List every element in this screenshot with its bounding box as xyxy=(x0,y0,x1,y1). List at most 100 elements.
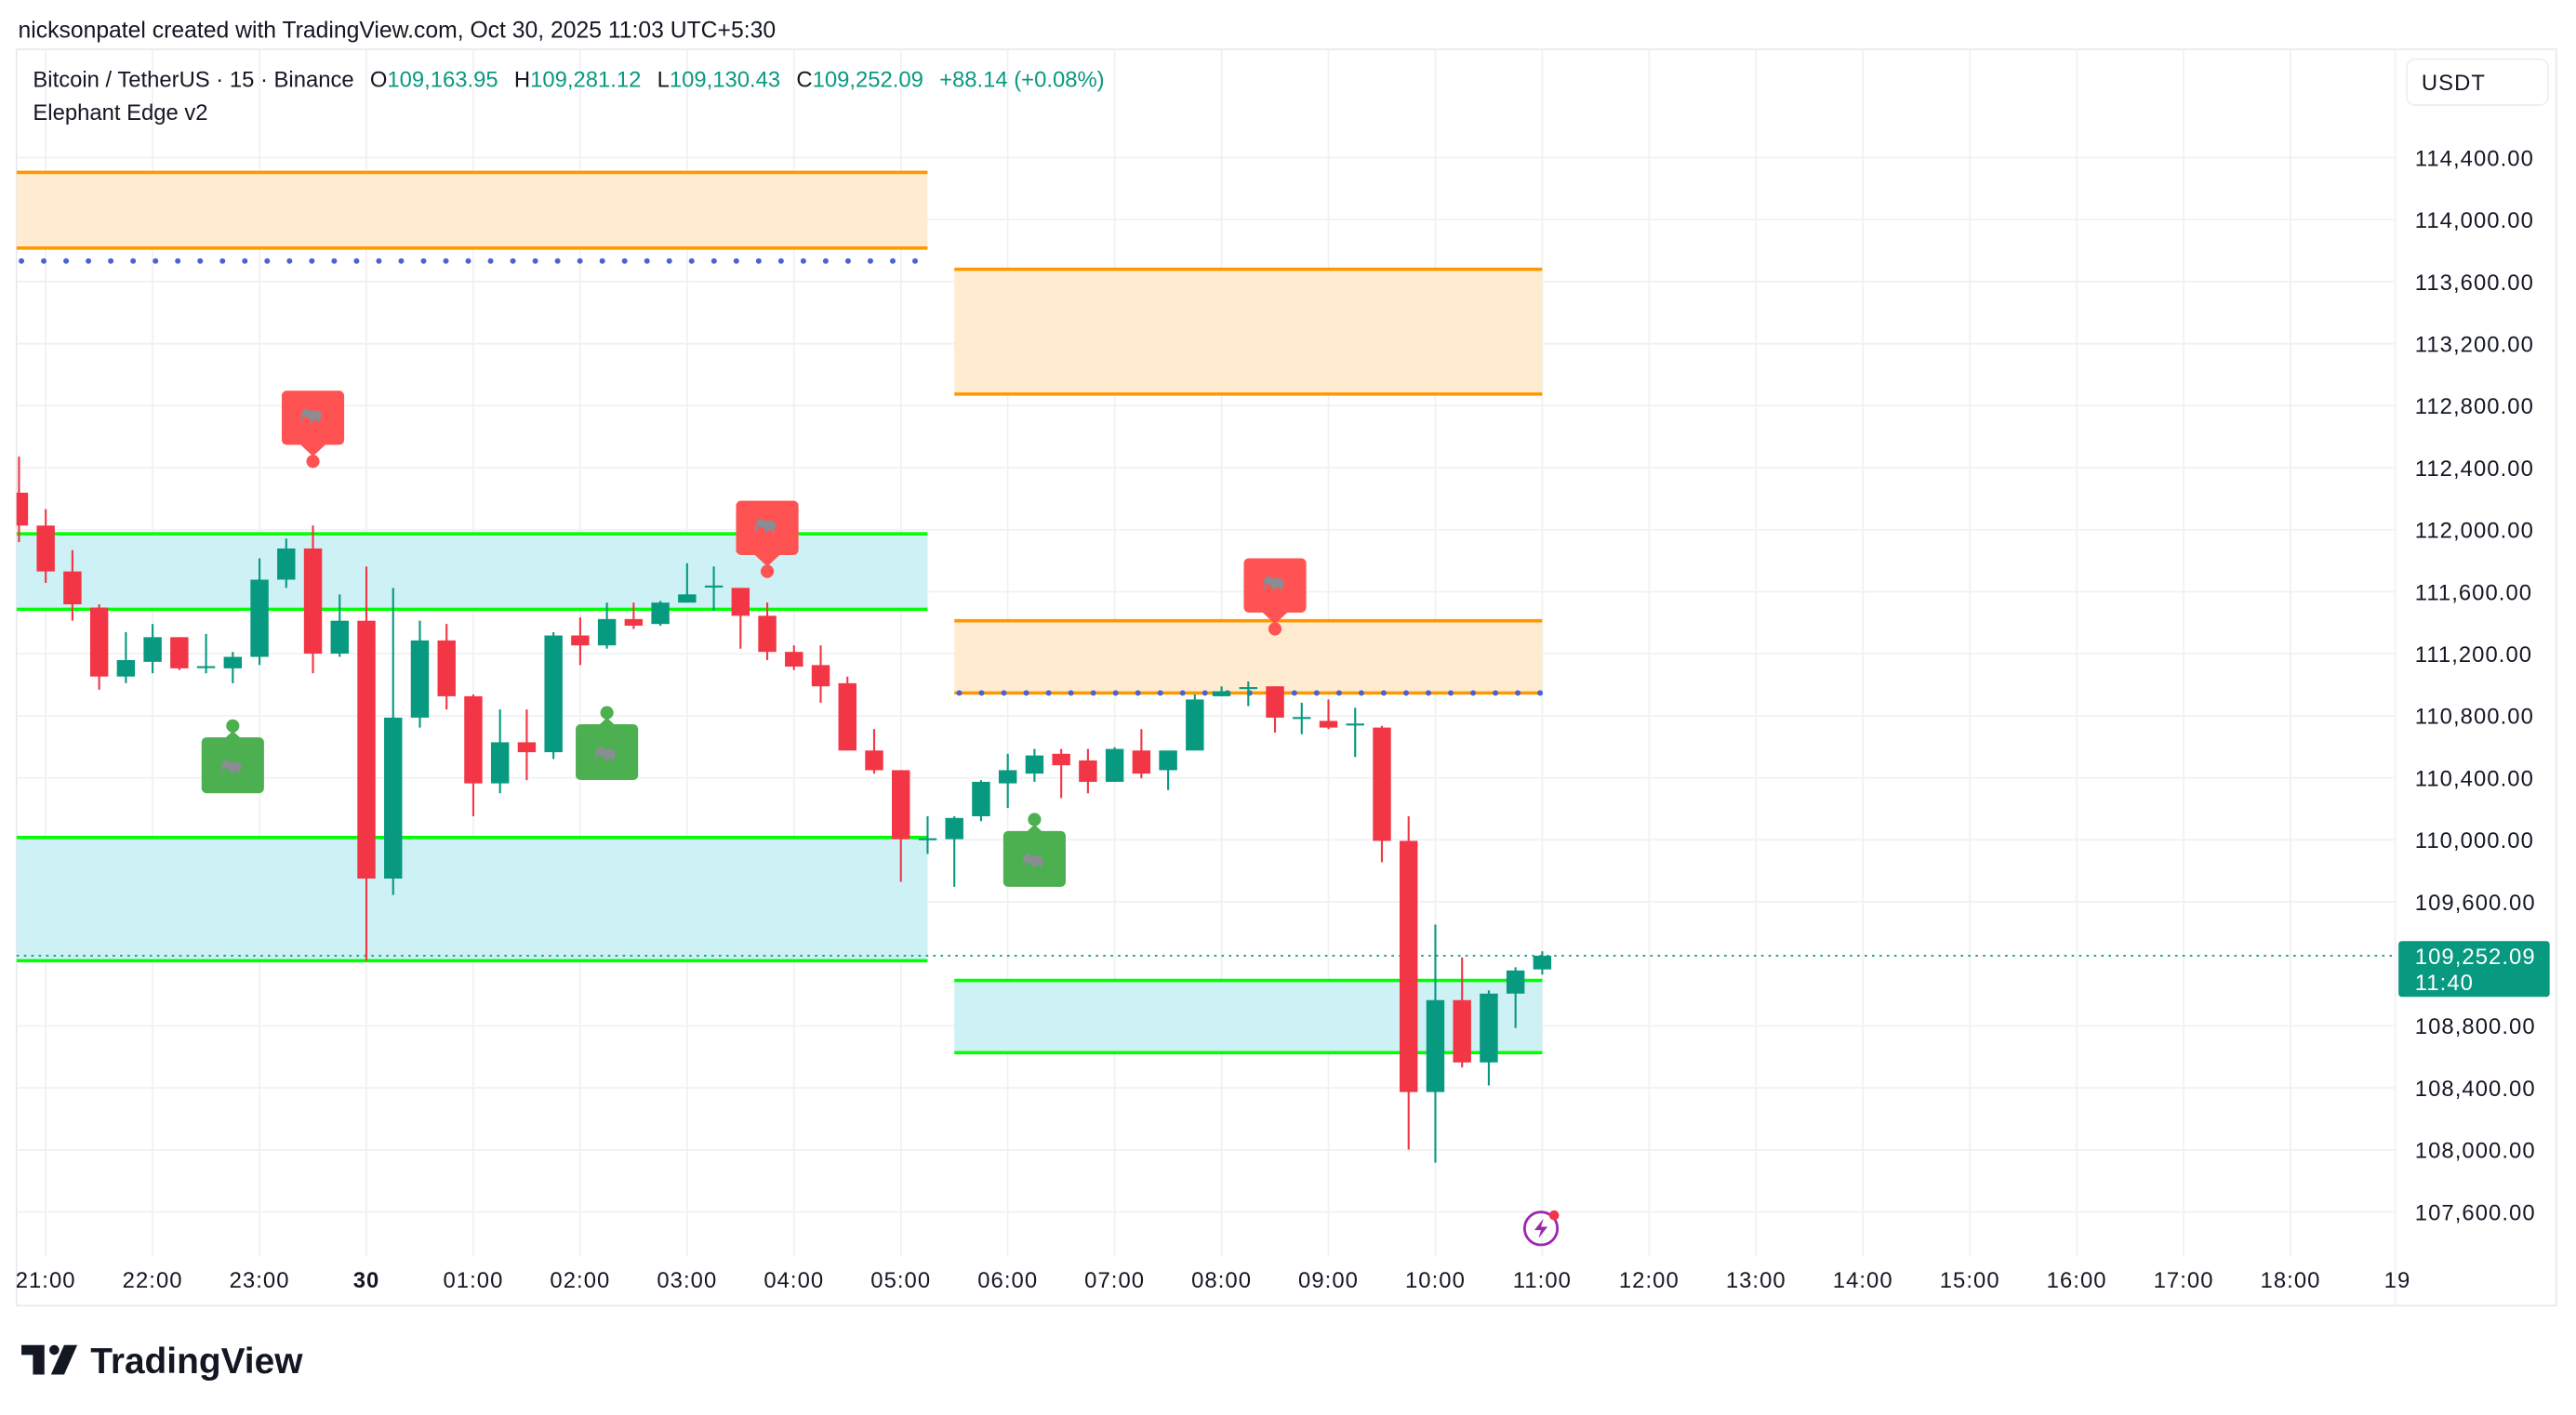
zone-dot xyxy=(1001,690,1007,696)
zone-dot xyxy=(487,258,494,264)
elephant-leg xyxy=(764,528,767,534)
tradingview-logo-icon xyxy=(21,1344,78,1375)
tradingview-logo[interactable]: TradingView xyxy=(21,1342,303,1382)
lightning-alert-icon[interactable] xyxy=(1522,1210,1560,1247)
candle-up xyxy=(277,538,296,588)
time-tick-label: 19 xyxy=(2384,1268,2411,1293)
zone-dot xyxy=(1157,690,1163,696)
elephant-icon xyxy=(220,760,243,774)
price-tick-label: 112,400.00 xyxy=(2415,456,2534,482)
zone-dot xyxy=(1537,690,1544,696)
candle-down xyxy=(170,637,189,670)
supply-zone xyxy=(954,267,1543,396)
candle-down xyxy=(1453,957,1471,1068)
currency-button[interactable]: USDT xyxy=(2406,58,2549,106)
candle-up xyxy=(1426,924,1445,1163)
candle-body xyxy=(116,660,136,677)
time-tick-label: 05:00 xyxy=(870,1268,931,1293)
time-tick-label: 06:00 xyxy=(977,1268,1038,1293)
time-axis[interactable]: 21:00 22:00 23:00 30 01:00 02:00 03:00 04:00 05:… xyxy=(16,1268,2411,1293)
price-tick-label: 112,000.00 xyxy=(2415,519,2534,544)
bullish-signal-marker[interactable] xyxy=(1003,813,1066,887)
indicator-name[interactable]: Elephant Edge v2 xyxy=(33,100,207,126)
bearish-signal-marker[interactable] xyxy=(1243,558,1307,636)
elephant-trunk xyxy=(300,413,304,423)
bearish-signal-marker[interactable] xyxy=(281,390,345,469)
time-tick-label: 07:00 xyxy=(1084,1268,1145,1293)
candle-body xyxy=(357,620,376,879)
zone-dot xyxy=(1135,690,1141,696)
zone-fill xyxy=(954,620,1543,694)
zone-dot xyxy=(644,258,650,264)
elephant-leg xyxy=(611,757,615,761)
price-tick-label: 111,600.00 xyxy=(2415,580,2532,605)
time-tick-label: 09:00 xyxy=(1298,1268,1359,1293)
candle-down xyxy=(36,509,55,583)
candle-down xyxy=(357,566,376,961)
elephant-head xyxy=(756,518,765,528)
supply-zone xyxy=(16,170,928,264)
time-tick-label: 15:00 xyxy=(1940,1268,2000,1293)
high-label: H xyxy=(514,68,530,93)
markers-layer xyxy=(201,390,1307,887)
price-axis[interactable]: 114,400.00 114,000.00 113,600.00 113,200.00… xyxy=(2415,146,2536,1225)
marker-dot xyxy=(760,564,775,578)
candle-body xyxy=(758,615,777,653)
candle-up xyxy=(1025,748,1044,782)
bullish-signal-marker[interactable] xyxy=(576,706,639,781)
zone-dot xyxy=(733,258,739,264)
elephant-leg xyxy=(237,770,240,774)
bearish-signal-marker[interactable] xyxy=(736,500,799,578)
zone-dot xyxy=(465,258,471,264)
zone-dot xyxy=(19,258,25,264)
symbol-title[interactable]: Bitcoin / TetherUS · 15 · Binance xyxy=(33,68,353,93)
candle-body xyxy=(678,594,697,603)
candle-up xyxy=(250,558,269,666)
candle-down xyxy=(437,624,456,710)
candle-body xyxy=(1319,721,1338,728)
zone-dot xyxy=(688,258,695,264)
candle-body xyxy=(303,548,323,655)
low-label: L xyxy=(657,68,670,93)
price-tick-label: 114,400.00 xyxy=(2415,146,2534,171)
elephant-body xyxy=(761,520,777,531)
candle-down xyxy=(1132,729,1151,779)
chart-frame xyxy=(15,48,2557,1307)
zone-dot xyxy=(532,258,538,264)
price-tick-label: 111,200.00 xyxy=(2415,642,2532,668)
candle-down xyxy=(758,602,777,661)
elephant-body xyxy=(1029,855,1044,866)
elephant-head xyxy=(221,760,231,769)
zone-dot xyxy=(956,690,963,696)
zone-dot xyxy=(1313,690,1320,696)
open-label: O xyxy=(370,68,388,93)
candle-up xyxy=(143,624,162,674)
elephant-head xyxy=(595,747,605,756)
candle-down xyxy=(624,602,644,629)
candle-body xyxy=(1293,717,1311,720)
demand-zone xyxy=(16,836,928,963)
candle-up xyxy=(998,753,1017,809)
candle-body xyxy=(1400,840,1418,1092)
candle-body xyxy=(1506,970,1525,994)
elephant-icon xyxy=(755,518,777,534)
currency-label: USDT xyxy=(2422,71,2486,96)
zone-dot xyxy=(912,258,919,264)
candle-body xyxy=(811,665,830,687)
price-tick-label: 109,600.00 xyxy=(2415,891,2536,916)
candle-body xyxy=(170,637,189,668)
candle-up xyxy=(972,780,990,822)
candle-body xyxy=(384,717,403,879)
zone-dot xyxy=(331,258,338,264)
candle-body xyxy=(36,525,55,572)
candle-up xyxy=(651,601,670,627)
candle-body xyxy=(250,579,269,657)
candle-down xyxy=(1052,748,1070,799)
price-tick-label: 113,600.00 xyxy=(2415,271,2534,296)
elephant-icon xyxy=(300,408,323,423)
candle-body xyxy=(624,618,644,627)
zone-dot xyxy=(1335,690,1342,696)
bullish-signal-marker[interactable] xyxy=(201,719,264,794)
candle-up xyxy=(704,566,724,612)
